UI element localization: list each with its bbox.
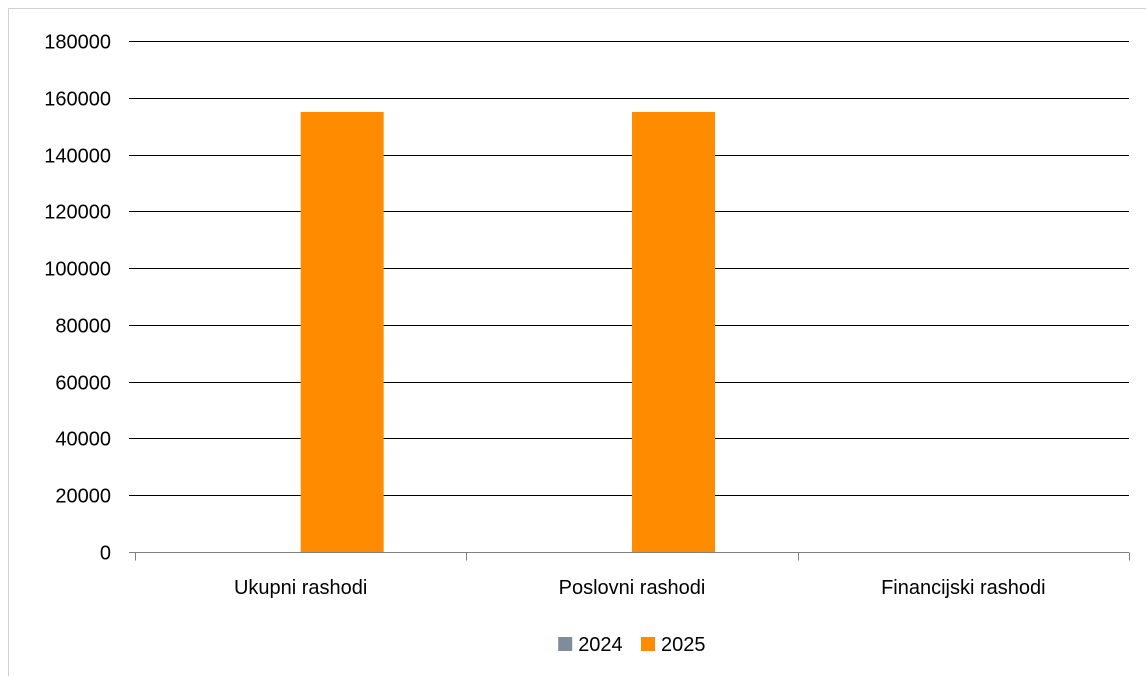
chart-frame <box>8 8 1146 676</box>
legend-swatch-2025 <box>641 637 655 651</box>
x-tick-label: Financijski rashodi <box>881 577 1046 599</box>
y-tick-label: 160000 <box>44 89 111 111</box>
y-tick-label: 80000 <box>55 316 111 338</box>
x-axis-category-labels: Ukupni rashodi Poslovni rashodi Financijsk… <box>234 577 1046 599</box>
y-tick-label: 60000 <box>55 373 111 395</box>
y-tick-label: 20000 <box>55 486 111 508</box>
y-tick-label: 100000 <box>44 259 111 281</box>
bar-2025-0 <box>300 111 384 552</box>
y-tick-label: 140000 <box>44 146 111 168</box>
x-tick-label: Ukupni rashodi <box>234 577 367 599</box>
legend-swatch-2024 <box>558 637 573 651</box>
y-tick-label: 180000 <box>44 32 111 54</box>
bar-2025-1 <box>632 111 715 552</box>
x-tick-label: Poslovni rashodi <box>559 577 706 599</box>
legend-label-2024: 2024 <box>578 634 623 656</box>
y-tick-label: 0 <box>100 543 111 565</box>
legend-label-2025: 2025 <box>661 634 706 656</box>
y-axis-tick-labels: 0 20000 40000 60000 80000 100000 120000 140000 1… <box>44 32 111 565</box>
bars <box>300 111 715 552</box>
y-tick-label: 120000 <box>44 202 111 224</box>
gridlines <box>129 41 1129 496</box>
x-axis <box>129 552 1130 561</box>
y-tick-label: 40000 <box>55 429 111 451</box>
legend: 2024 2025 <box>558 634 706 656</box>
